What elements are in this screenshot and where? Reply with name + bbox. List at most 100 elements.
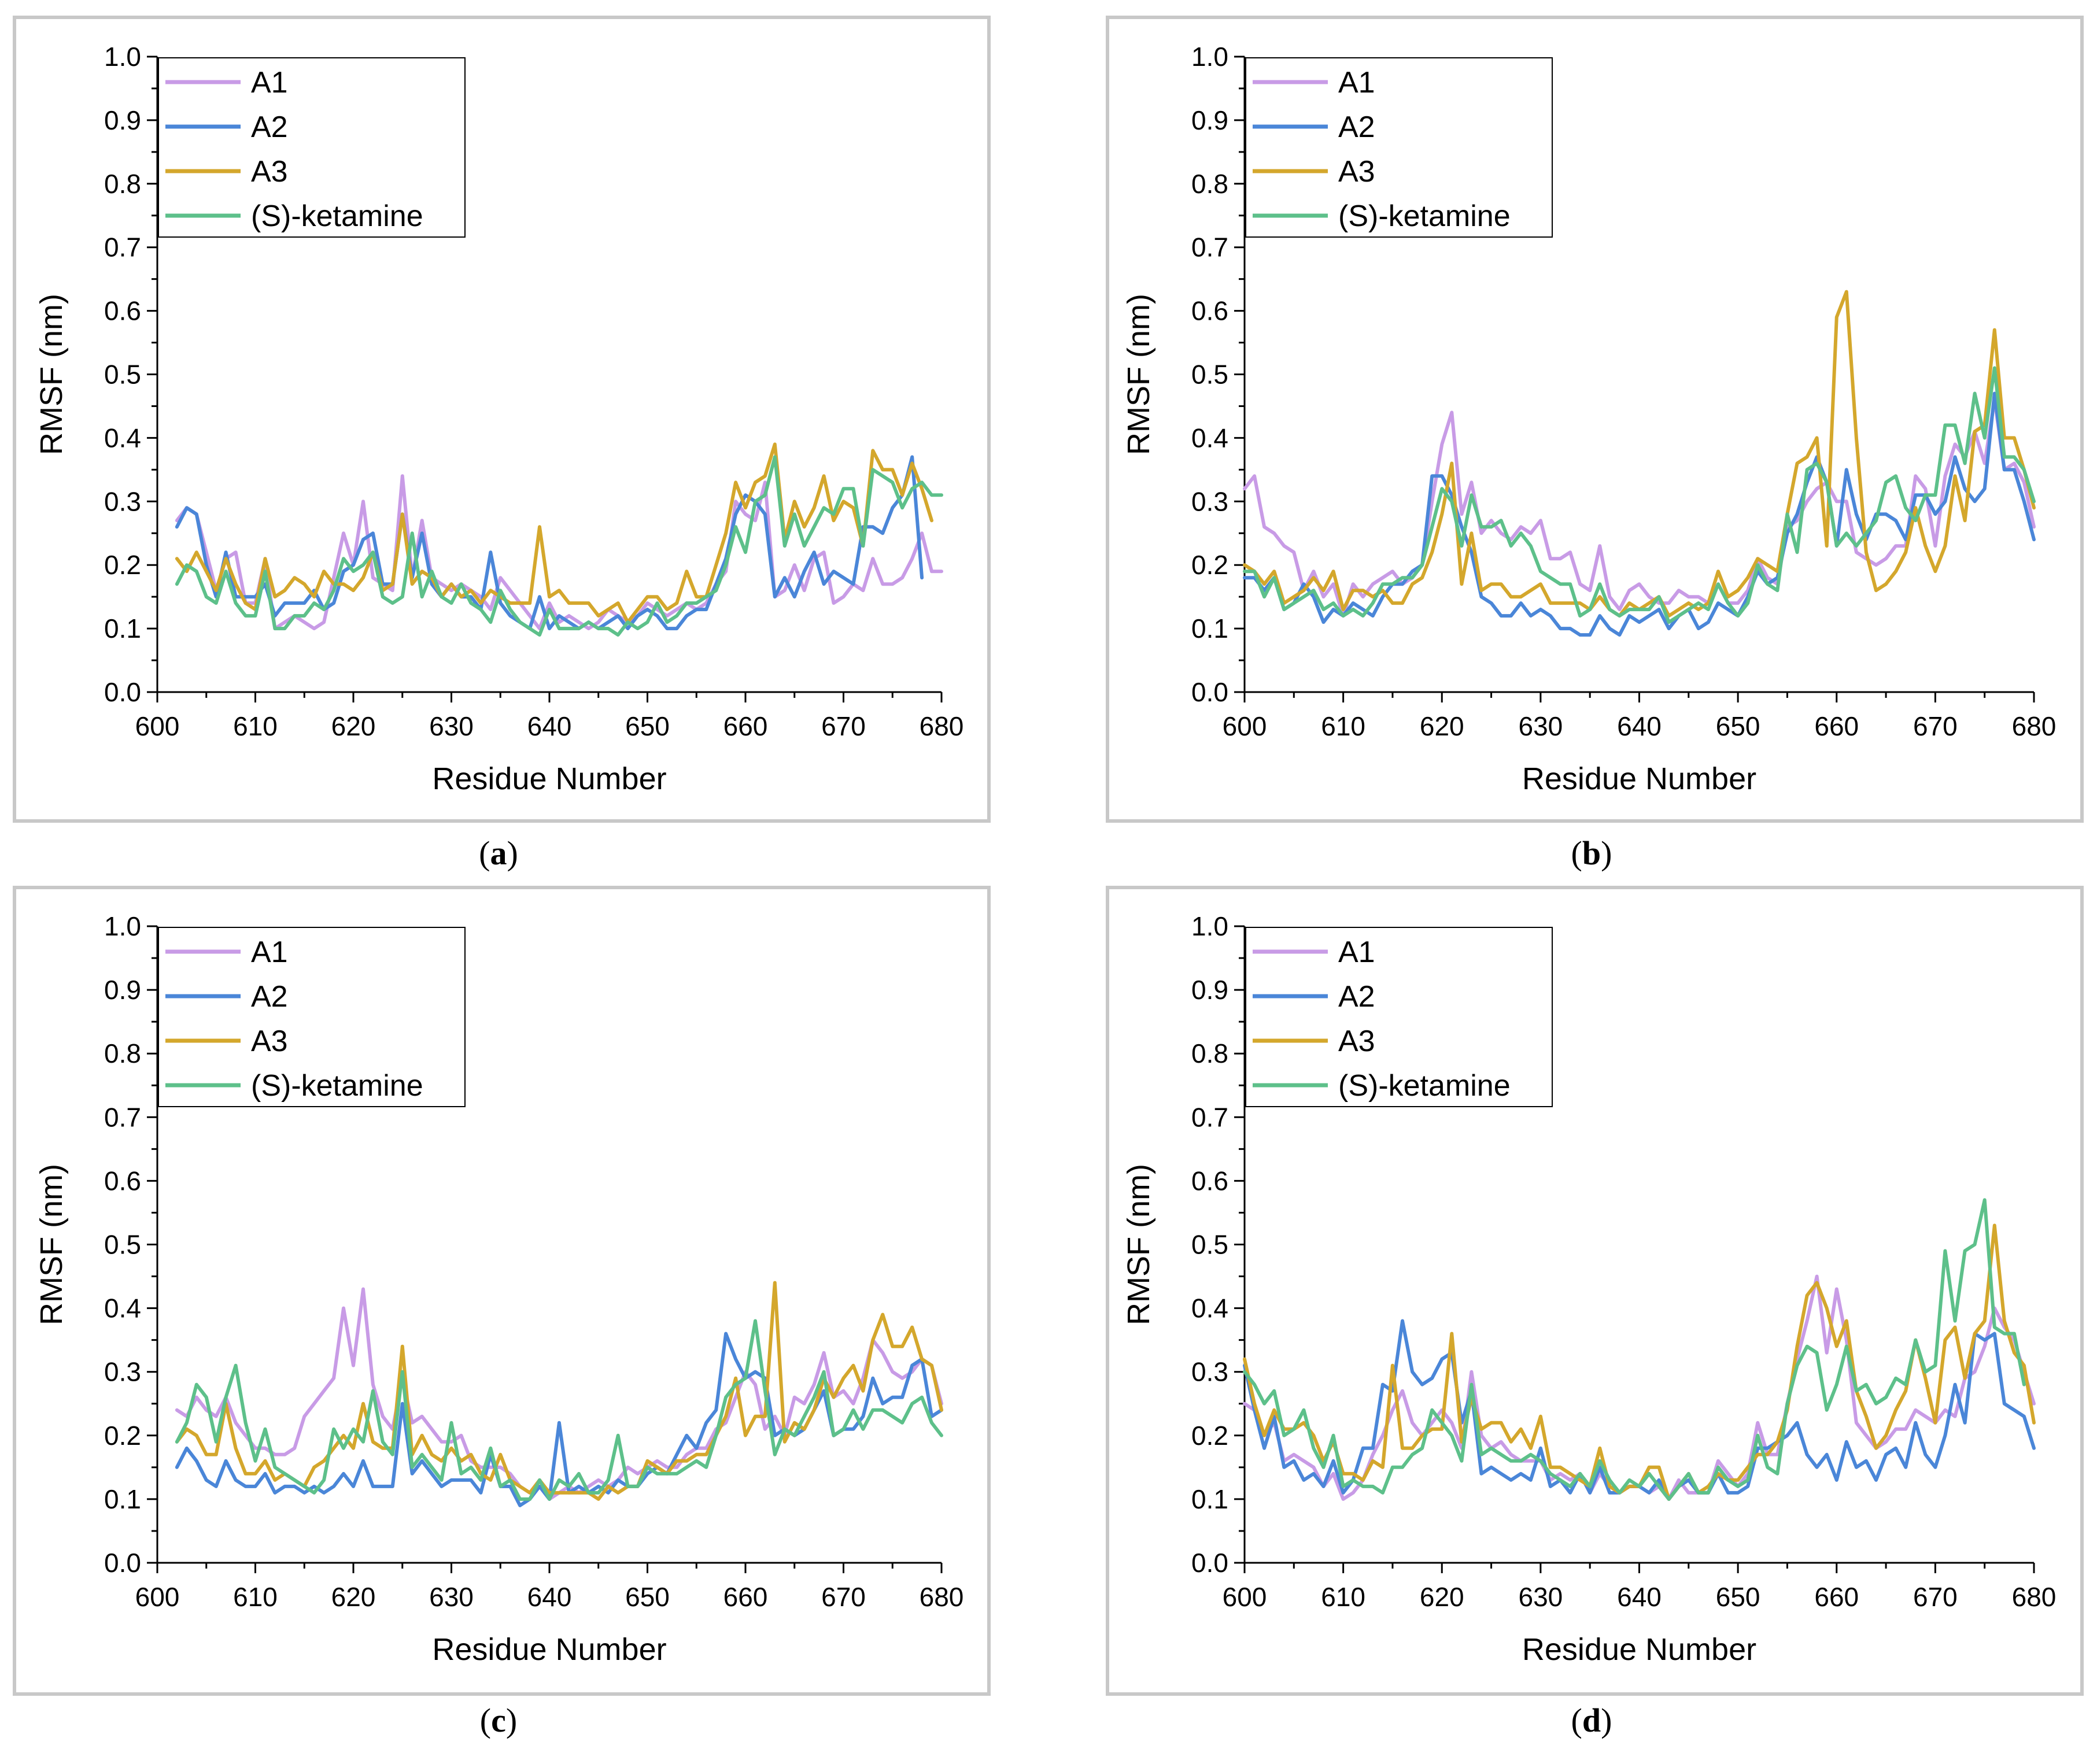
x-tick-label: 640 <box>527 711 572 741</box>
caption-paren-close: ) <box>506 1702 517 1739</box>
y-tick-label: 0.0 <box>1191 1548 1228 1578</box>
legend-label: (S)-ketamine <box>251 199 423 233</box>
x-tick-label: 600 <box>1223 1582 1267 1612</box>
y-tick-label: 0.3 <box>1191 1357 1228 1387</box>
y-tick-label: 0.6 <box>104 1166 141 1196</box>
caption-letter: d <box>1582 1702 1601 1739</box>
y-tick-label: 0.6 <box>104 296 141 326</box>
x-tick-label: 630 <box>429 711 474 741</box>
series-line-sketamine <box>1243 1198 2026 1501</box>
x-tick-label: 640 <box>527 1582 572 1612</box>
x-tick-label: 610 <box>1321 711 1365 741</box>
y-tick-label: 1.0 <box>1191 911 1228 941</box>
x-tick-label: 610 <box>1321 1582 1365 1612</box>
y-tick-label: 0.2 <box>1191 550 1228 580</box>
x-tick-label: 630 <box>1519 1582 1563 1612</box>
legend-label: A2 <box>1338 980 1375 1014</box>
legend-label: A3 <box>251 155 288 188</box>
x-tick-label: 660 <box>1814 1582 1859 1612</box>
legend-box <box>158 927 466 1107</box>
x-tick-label: 650 <box>1716 1582 1760 1612</box>
x-tick-label: 600 <box>135 1582 180 1612</box>
y-tick-label: 0.2 <box>104 1421 141 1451</box>
y-tick-label: 0.1 <box>104 613 141 644</box>
x-tick-label: 650 <box>625 1582 670 1612</box>
x-tick-label: 660 <box>723 711 768 741</box>
y-tick-label: 1.0 <box>104 911 141 941</box>
legend-label: (S)-ketamine <box>251 1069 423 1103</box>
series-line-sketamine <box>1243 366 2036 624</box>
y-tick-label: 0.3 <box>104 486 141 516</box>
y-tick-label: 0.2 <box>104 550 141 580</box>
x-tick-label: 620 <box>1420 1582 1464 1612</box>
series-line-a2 <box>1243 391 2036 637</box>
y-tick-label: 0.3 <box>1191 486 1228 516</box>
panel-d: 0.0 0.1 0.2 0.3 0.4 0.5 0.6 0.7 0.8 0.9 1.0 600 610 6… <box>1106 886 2084 1739</box>
y-tick-label: 0.9 <box>1191 975 1228 1005</box>
y-tick-label: 0.6 <box>1191 1166 1228 1196</box>
legend-box <box>1245 57 1553 238</box>
y-tick-label: 0.8 <box>1191 1038 1228 1068</box>
x-axis-title: Residue Number <box>432 1632 666 1667</box>
series-line-a3 <box>175 442 933 624</box>
x-tick-label: 620 <box>331 711 376 741</box>
y-tick-label: 0.4 <box>104 1293 141 1323</box>
x-tick-label: 670 <box>1913 711 1958 741</box>
caption-paren-open: ( <box>480 1702 491 1739</box>
legend-label: A1 <box>251 66 288 99</box>
y-tick-label: 0.6 <box>1191 296 1228 326</box>
y-tick-label: 0.7 <box>1191 232 1228 262</box>
x-tick-label: 660 <box>723 1582 768 1612</box>
legend-label: A3 <box>1338 155 1375 188</box>
x-tick-label: 610 <box>233 711 278 741</box>
x-tick-label: 610 <box>233 1582 278 1612</box>
caption-paren-close: ) <box>1601 1702 1612 1739</box>
y-tick-label: 0.8 <box>104 169 141 199</box>
caption-paren-close: ) <box>1601 834 1612 872</box>
x-tick-label: 680 <box>920 1582 964 1612</box>
y-tick-label: 0.0 <box>104 677 141 707</box>
x-tick-label: 670 <box>821 1582 866 1612</box>
x-tick-label: 670 <box>1913 1582 1958 1612</box>
series-line-a1 <box>1243 398 2036 618</box>
y-tick-label: 0.5 <box>104 1230 141 1260</box>
caption-letter: b <box>1582 834 1601 872</box>
y-tick-label: 0.8 <box>1191 169 1228 199</box>
legend-label: A1 <box>251 935 288 969</box>
x-tick-label: 620 <box>331 1582 376 1612</box>
x-tick-label: 600 <box>1223 711 1267 741</box>
x-tick-label: 630 <box>429 1582 474 1612</box>
panel-caption: (b) <box>1571 834 1612 872</box>
x-tick-label: 660 <box>1814 711 1859 741</box>
y-tick-label: 0.7 <box>104 1102 141 1132</box>
caption-letter: a <box>490 834 507 872</box>
y-axis-title: RMSF (nm) <box>1121 1164 1156 1325</box>
legend-label: (S)-ketamine <box>1338 199 1511 233</box>
y-tick-label: 0.5 <box>1191 1230 1228 1260</box>
caption-paren-open: ( <box>1571 1702 1582 1739</box>
legend-box <box>1245 927 1553 1107</box>
series-line-a2 <box>175 455 924 631</box>
series-line-sketamine <box>175 1319 943 1501</box>
legend-label: (S)-ketamine <box>1338 1069 1511 1103</box>
legend-label: A2 <box>1338 110 1375 144</box>
x-tick-label: 680 <box>2012 711 2057 741</box>
y-tick-label: 0.1 <box>1191 1484 1228 1514</box>
x-tick-label: 670 <box>821 711 866 741</box>
x-tick-label: 680 <box>2012 1582 2057 1612</box>
y-tick-label: 0.1 <box>1191 613 1228 644</box>
y-tick-label: 0.0 <box>1191 677 1228 707</box>
y-axis-title: RMSF (nm) <box>34 1164 69 1325</box>
x-axis-title: Residue Number <box>1522 1632 1756 1667</box>
y-axis-title: RMSF (nm) <box>1121 294 1156 455</box>
legend-label: A2 <box>251 110 288 144</box>
x-tick-label: 680 <box>920 711 964 741</box>
y-tick-label: 0.5 <box>1191 360 1228 390</box>
legend-label: A2 <box>251 980 288 1014</box>
caption-paren-close: ) <box>507 834 518 872</box>
legend-label: A1 <box>1338 66 1375 99</box>
x-tick-label: 640 <box>1617 1582 1662 1612</box>
panel-c: 0.0 0.1 0.2 0.3 0.4 0.5 0.6 0.7 0.8 0.9 1.0 600 610 6… <box>13 886 991 1739</box>
y-axis-title: RMSF (nm) <box>34 294 69 455</box>
